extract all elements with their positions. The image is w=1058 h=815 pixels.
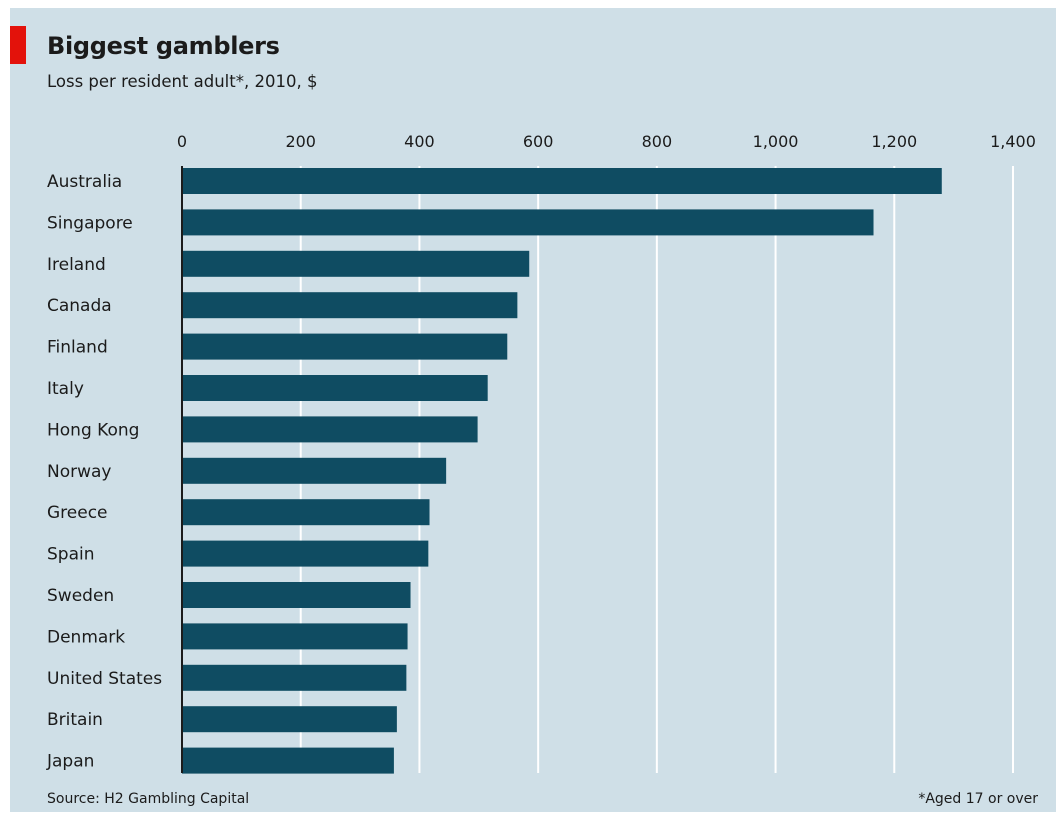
x-tick-label: 1,000	[753, 132, 799, 151]
bar	[182, 457, 447, 484]
x-tick-label: 800	[642, 132, 673, 151]
bar	[182, 333, 508, 360]
bar	[182, 623, 408, 650]
x-tick-label: 600	[523, 132, 554, 151]
bar	[182, 706, 397, 733]
category-label: Greece	[47, 503, 108, 523]
category-label: Singapore	[47, 213, 133, 233]
x-tick-label: 1,200	[871, 132, 917, 151]
bar	[182, 250, 530, 277]
category-label: Australia	[47, 172, 122, 192]
category-label: Norway	[47, 462, 112, 482]
chart-subtitle: Loss per resident adult*, 2010, $	[47, 72, 318, 91]
bar	[182, 582, 411, 608]
category-label: Hong Kong	[47, 420, 139, 440]
accent-bar	[10, 26, 26, 64]
bar	[182, 664, 407, 691]
bar	[182, 209, 874, 236]
bar	[182, 499, 430, 526]
bar	[182, 168, 942, 194]
bar	[182, 375, 488, 401]
x-tick-label: 0	[177, 132, 187, 151]
bar	[182, 292, 518, 319]
category-label: Japan	[46, 752, 94, 772]
x-tick-label: 200	[285, 132, 316, 151]
bar	[182, 416, 478, 443]
bar	[182, 747, 394, 774]
chart-panel: Biggest gamblers Loss per resident adult…	[10, 8, 1056, 812]
bar-chart: 0 200 400 600 800 1,000 1,200 1,400 Australia Sin…	[46, 132, 1036, 774]
category-label: Sweden	[47, 586, 114, 606]
category-label: Ireland	[47, 255, 106, 275]
x-tick-label: 400	[404, 132, 435, 151]
category-label: Denmark	[47, 627, 125, 647]
category-label: Spain	[47, 545, 95, 565]
category-label: United States	[47, 669, 162, 689]
category-label: Britain	[47, 710, 103, 730]
footnote: *Aged 17 or over	[918, 791, 1038, 807]
source-note: Source: H2 Gambling Capital	[47, 791, 250, 807]
category-label: Italy	[47, 379, 84, 399]
x-tick-label: 1,400	[990, 132, 1036, 151]
bar	[182, 540, 429, 567]
category-label: Finland	[47, 338, 108, 358]
chart-title: Biggest gamblers	[47, 32, 280, 60]
category-label: Canada	[47, 296, 112, 316]
